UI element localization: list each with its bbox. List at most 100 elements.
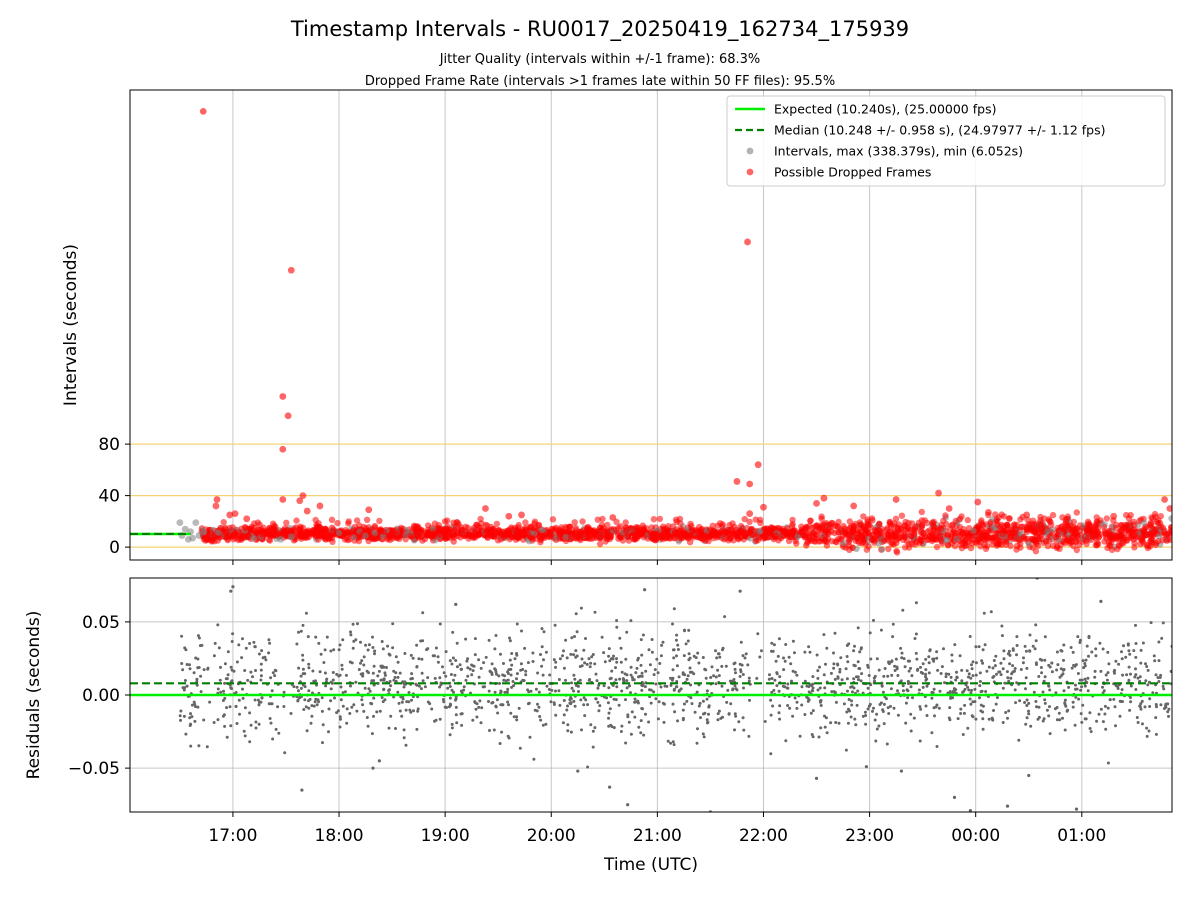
residual-point	[709, 676, 713, 679]
residual-point	[557, 689, 561, 693]
residual-point	[1003, 681, 1007, 685]
residual-point	[225, 706, 228, 710]
residual-point	[856, 689, 860, 693]
residual-point	[582, 696, 586, 700]
residual-point	[716, 718, 720, 722]
residual-point	[830, 690, 834, 694]
dropped-frame-point	[293, 517, 300, 524]
residual-point	[507, 703, 510, 707]
residual-point	[1106, 650, 1110, 654]
residual-point	[452, 678, 455, 682]
residual-point	[515, 715, 519, 719]
residual-point	[719, 716, 723, 720]
residual-point	[1128, 708, 1132, 712]
residual-point	[340, 663, 344, 667]
residual-point	[1022, 656, 1025, 660]
residual-point	[591, 653, 595, 656]
residual-point	[1076, 672, 1080, 675]
dropped-frame-point	[772, 532, 780, 539]
residual-point	[1132, 649, 1136, 653]
residual-point	[348, 660, 352, 664]
residual-point	[404, 708, 408, 712]
residual-point	[310, 704, 314, 708]
residual-point	[1018, 699, 1022, 703]
residual-point	[1147, 729, 1151, 733]
residual-point	[953, 643, 957, 647]
residual-point	[911, 696, 914, 700]
residual-point	[335, 672, 339, 676]
residual-point	[448, 659, 452, 663]
residual-point	[971, 660, 975, 664]
residual-point	[992, 674, 996, 678]
residual-point	[981, 704, 985, 708]
residual-point	[960, 679, 964, 683]
residual-point	[891, 622, 895, 626]
residual-point	[578, 678, 582, 682]
residual-point	[385, 666, 388, 669]
residual-point	[829, 721, 833, 725]
residual-point	[241, 637, 244, 641]
dropped-frame-point	[578, 528, 585, 535]
residual-point	[811, 675, 815, 679]
residual-point	[1153, 659, 1157, 663]
residual-point	[1128, 696, 1132, 699]
residual-point	[235, 722, 239, 725]
residual-point	[683, 702, 686, 706]
dropped-frame-point	[892, 515, 900, 522]
residual-outlier	[229, 589, 233, 593]
dropped-frame-point	[846, 525, 854, 532]
residual-point	[886, 706, 890, 710]
residual-point	[184, 648, 188, 652]
dropped-frame-point	[1070, 525, 1077, 532]
residual-point	[351, 622, 355, 626]
residual-point	[636, 699, 640, 703]
residual-point	[676, 643, 680, 647]
residual-point	[1127, 678, 1131, 682]
residual-point	[273, 674, 277, 678]
dropped-frame-point	[1149, 539, 1156, 547]
dropped-frame-point	[371, 522, 379, 530]
residual-point	[417, 657, 421, 661]
residual-point	[1104, 727, 1108, 731]
residual-point	[264, 658, 268, 662]
residual-point	[197, 636, 201, 640]
residual-point	[981, 648, 985, 652]
residual-point	[578, 665, 582, 668]
residual-point	[725, 700, 729, 704]
residual-point	[477, 675, 481, 679]
residual-point	[332, 648, 336, 652]
residual-point	[784, 739, 788, 743]
residual-point	[810, 689, 814, 693]
dropped-frame-point	[682, 531, 690, 539]
residual-point	[1129, 684, 1133, 688]
residual-point	[276, 705, 280, 709]
residual-point	[197, 744, 201, 748]
dropped-frame-point	[269, 520, 277, 527]
residual-point	[1120, 688, 1124, 692]
residual-point	[459, 667, 463, 671]
residual-point	[1071, 700, 1075, 704]
residual-point	[596, 700, 600, 704]
residual-point	[360, 698, 364, 702]
residual-point	[1006, 676, 1010, 680]
residual-point	[885, 742, 889, 746]
residual-point	[995, 672, 998, 676]
residual-point	[1127, 665, 1131, 669]
residual-point	[887, 662, 891, 666]
residual-point	[949, 675, 953, 679]
residual-point	[1042, 679, 1046, 683]
residual-point	[1058, 718, 1062, 722]
residual-point	[822, 673, 826, 677]
residual-point	[482, 661, 486, 665]
residual-point	[615, 657, 618, 661]
residual-point	[520, 629, 523, 633]
residual-point	[526, 702, 530, 706]
residual-point	[671, 702, 675, 706]
residual-point	[1084, 717, 1088, 721]
residual-point	[878, 703, 882, 706]
interval-point	[176, 519, 184, 527]
residual-point	[1008, 662, 1012, 666]
dropped-frame-point	[959, 529, 967, 536]
residual-point	[569, 652, 573, 656]
